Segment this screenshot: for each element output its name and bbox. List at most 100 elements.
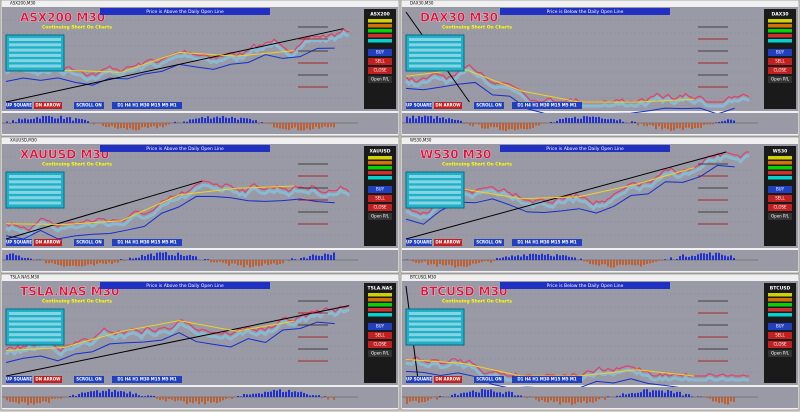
histogram-bar — [249, 394, 251, 397]
histogram-bar — [670, 257, 672, 260]
side-button[interactable] — [368, 49, 392, 56]
toolbar-button[interactable] — [6, 376, 32, 383]
histogram-bar — [490, 389, 492, 397]
toolbar-button[interactable] — [434, 102, 462, 109]
price-band — [5, 30, 350, 82]
toolbar-button[interactable] — [512, 102, 582, 109]
histogram-bar — [195, 397, 197, 402]
side-button[interactable] — [768, 213, 792, 220]
side-button[interactable] — [768, 350, 792, 357]
side-label: XAUUSD — [369, 149, 390, 155]
side-button[interactable] — [368, 204, 392, 211]
info-row — [9, 201, 61, 205]
toolbar-button[interactable] — [34, 239, 62, 246]
side-button[interactable] — [368, 67, 392, 74]
histogram-bar — [568, 256, 570, 260]
side-button[interactable] — [768, 67, 792, 74]
side-button[interactable] — [768, 332, 792, 339]
histogram-bar — [207, 259, 209, 260]
toolbar-button[interactable] — [112, 102, 182, 109]
side-button[interactable] — [368, 58, 392, 65]
histogram-bar — [664, 259, 666, 260]
histogram-bar — [21, 119, 23, 123]
histogram-bar — [105, 391, 107, 397]
toolbar-button[interactable] — [474, 239, 504, 246]
side-button[interactable] — [768, 341, 792, 348]
toolbar-button[interactable] — [512, 376, 582, 383]
histogram-bar — [604, 260, 606, 265]
info-row — [409, 43, 461, 47]
histogram-bar — [565, 397, 567, 403]
histogram-bar — [688, 256, 690, 260]
toolbar-button[interactable] — [474, 376, 504, 383]
histogram-bar — [297, 123, 299, 131]
side-button[interactable] — [368, 332, 392, 339]
histogram-bar — [610, 118, 612, 123]
side-button[interactable] — [368, 186, 392, 193]
histogram-bar — [580, 258, 582, 260]
histogram-bar — [598, 260, 600, 266]
side-button[interactable] — [768, 186, 792, 193]
side-button[interactable] — [768, 76, 792, 83]
histogram-bar — [616, 260, 618, 266]
toolbar-button[interactable] — [406, 102, 432, 109]
histogram-bar — [463, 123, 465, 124]
side-button[interactable] — [368, 195, 392, 202]
toolbar-button-label: SCROLL ON — [76, 377, 102, 382]
side-button[interactable] — [368, 350, 392, 357]
histogram-bar — [475, 260, 477, 264]
toolbar-button[interactable] — [34, 376, 62, 383]
histogram-bar — [511, 255, 513, 260]
histogram-bar — [655, 260, 657, 262]
toolbar-button[interactable] — [406, 376, 432, 383]
histogram-bar — [186, 121, 188, 123]
histogram-bar — [529, 253, 531, 260]
histogram-bar — [418, 397, 420, 403]
window-title: XAUUSD,M30 — [10, 138, 37, 143]
toolbar-button[interactable] — [512, 239, 582, 246]
histogram-bar — [306, 258, 308, 260]
toolbar-button[interactable] — [74, 376, 104, 383]
toolbar-button[interactable] — [434, 239, 462, 246]
histogram-bar — [12, 120, 14, 123]
histogram-bar — [559, 255, 561, 260]
toolbar-button[interactable] — [6, 239, 32, 246]
side-value — [768, 166, 792, 170]
histogram-bar — [222, 397, 224, 401]
moving-average — [5, 195, 335, 240]
histogram-bar — [252, 393, 254, 397]
toolbar-button[interactable] — [112, 376, 182, 383]
toolbar-button[interactable] — [74, 239, 104, 246]
side-button[interactable] — [768, 204, 792, 211]
histogram-bar — [135, 123, 137, 131]
toolbar-button[interactable] — [112, 239, 182, 246]
histogram-bar — [189, 119, 191, 123]
side-button[interactable] — [768, 323, 792, 330]
toolbar-button[interactable] — [474, 102, 504, 109]
toolbar-button[interactable] — [434, 376, 462, 383]
toolbar-button[interactable] — [406, 239, 432, 246]
side-button[interactable] — [368, 76, 392, 83]
side-button[interactable] — [368, 341, 392, 348]
side-button[interactable] — [768, 195, 792, 202]
side-button[interactable] — [368, 213, 392, 220]
side-value — [368, 39, 392, 43]
toolbar-button[interactable] — [34, 102, 62, 109]
toolbar-button[interactable] — [6, 102, 32, 109]
histogram-bar — [703, 397, 705, 398]
histogram-bar — [553, 256, 555, 260]
side-button[interactable] — [768, 49, 792, 56]
side-button[interactable] — [368, 323, 392, 330]
histogram-bar — [306, 394, 308, 397]
side-button[interactable] — [768, 58, 792, 65]
histogram-bar — [535, 123, 537, 126]
toolbar-button[interactable] — [74, 102, 104, 109]
histogram-bar — [559, 397, 561, 405]
histogram-bar — [207, 116, 209, 123]
